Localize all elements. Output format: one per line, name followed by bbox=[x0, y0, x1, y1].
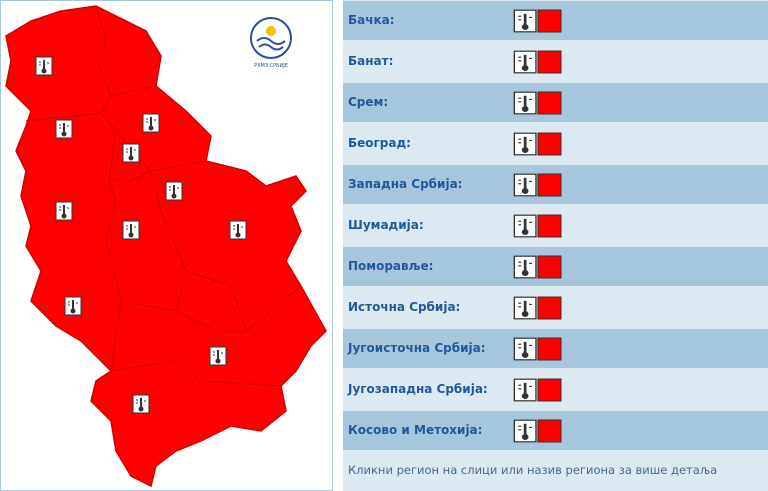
thermometer-icon bbox=[513, 9, 537, 33]
region-name[interactable]: Југоисточна Србија: bbox=[348, 341, 486, 355]
region-name[interactable]: Косово и Метохија: bbox=[348, 423, 483, 437]
thermometer-icon bbox=[132, 394, 150, 414]
warning-icon bbox=[513, 296, 562, 320]
region-row[interactable]: Косово и Метохија: bbox=[343, 411, 768, 450]
region-row[interactable]: Банат: bbox=[343, 42, 768, 81]
thermometer-icon bbox=[35, 56, 53, 76]
region-row[interactable]: Западна Србија: bbox=[343, 165, 768, 204]
warning-icon bbox=[513, 173, 562, 197]
region-row[interactable]: Срем: bbox=[343, 83, 768, 122]
warning-level bbox=[537, 132, 562, 156]
region-name[interactable]: Београд: bbox=[348, 136, 411, 150]
thermometer-icon bbox=[513, 91, 537, 115]
warning-icon bbox=[513, 50, 562, 74]
region-name[interactable]: Срем: bbox=[348, 95, 389, 109]
thermometer-icon bbox=[513, 419, 537, 443]
warning-level bbox=[537, 91, 562, 115]
warning-level bbox=[537, 255, 562, 279]
thermometer-icon bbox=[142, 113, 160, 133]
thermometer-icon bbox=[513, 132, 537, 156]
region-row[interactable]: Шумадија: bbox=[343, 206, 768, 245]
thermometer-icon bbox=[513, 255, 537, 279]
region-name[interactable]: Источна Србија: bbox=[348, 300, 461, 314]
warning-level bbox=[537, 419, 562, 443]
warning-icon bbox=[513, 337, 562, 361]
region-name[interactable]: Југозападна Србија: bbox=[348, 382, 488, 396]
thermometer-icon bbox=[55, 119, 73, 139]
region-row[interactable]: Југоисточна Србија: bbox=[343, 329, 768, 368]
region-name[interactable]: Западна Србија: bbox=[348, 177, 463, 191]
warning-level bbox=[537, 337, 562, 361]
region-map: РХМЗ СРБИЈЕ bbox=[0, 0, 333, 491]
region-name[interactable]: Банат: bbox=[348, 54, 394, 68]
region-borders bbox=[25, 5, 302, 387]
thermometer-icon bbox=[209, 346, 227, 366]
thermometer-icon bbox=[513, 337, 537, 361]
warning-icon bbox=[513, 419, 562, 443]
warning-level bbox=[537, 173, 562, 197]
region-row[interactable]: Поморавље: bbox=[343, 247, 768, 286]
logo: РХМЗ СРБИЈЕ bbox=[250, 17, 292, 69]
warning-level bbox=[537, 296, 562, 320]
thermometer-icon bbox=[513, 214, 537, 238]
region-name[interactable]: Поморавље: bbox=[348, 259, 434, 273]
warning-icon bbox=[513, 91, 562, 115]
region-row[interactable]: Југозападна Србија: bbox=[343, 370, 768, 409]
region-name[interactable]: Бачка: bbox=[348, 13, 395, 27]
thermometer-icon bbox=[513, 378, 537, 402]
region-row[interactable]: Бачка: bbox=[343, 1, 768, 40]
thermometer-icon bbox=[513, 296, 537, 320]
warning-icon bbox=[513, 255, 562, 279]
serbia-map[interactable] bbox=[5, 5, 327, 488]
region-name[interactable]: Шумадија: bbox=[348, 218, 424, 232]
thermometer-icon bbox=[229, 220, 247, 240]
warning-level bbox=[537, 50, 562, 74]
region-row[interactable]: Београд: bbox=[343, 124, 768, 163]
logo-text: РХМЗ СРБИЈЕ bbox=[254, 63, 288, 69]
warning-level bbox=[537, 214, 562, 238]
warning-icon bbox=[513, 132, 562, 156]
footer-hint: Кликни регион на слици или назив региона… bbox=[348, 463, 718, 477]
warning-level bbox=[537, 9, 562, 33]
thermometer-icon bbox=[122, 220, 140, 240]
thermometer-icon bbox=[513, 173, 537, 197]
thermometer-icon bbox=[55, 201, 73, 221]
warning-level bbox=[537, 378, 562, 402]
thermometer-icon bbox=[64, 296, 82, 316]
region-row[interactable]: Источна Србија: bbox=[343, 288, 768, 327]
warning-icon bbox=[513, 214, 562, 238]
thermometer-icon bbox=[513, 50, 537, 74]
region-list: Кликни регион на слици или назив региона… bbox=[343, 0, 768, 491]
thermometer-icon bbox=[122, 143, 140, 163]
thermometer-icon bbox=[165, 181, 183, 201]
warning-icon bbox=[513, 378, 562, 402]
warning-icon bbox=[513, 9, 562, 33]
